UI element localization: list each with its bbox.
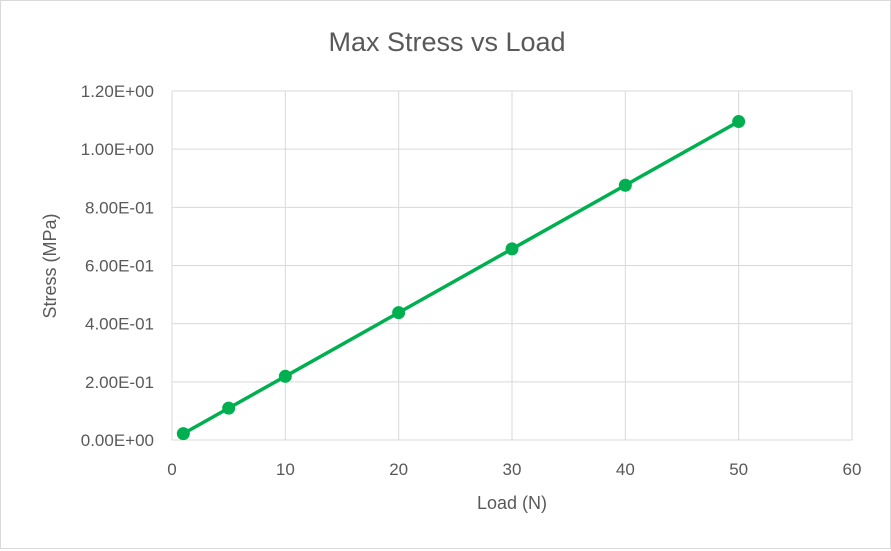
data-point bbox=[222, 401, 236, 415]
gridlines bbox=[171, 90, 853, 441]
x-tick-label: 60 bbox=[843, 460, 862, 479]
y-axis-ticks: 0.00E+00 2.00E-01 4.00E-01 6.00E-01 8.00E-01… bbox=[81, 82, 154, 450]
y-tick-label: 0.00E+00 bbox=[81, 431, 154, 450]
data-point bbox=[392, 306, 406, 320]
x-tick-label: 40 bbox=[616, 460, 635, 479]
data-point bbox=[618, 178, 632, 192]
x-axis-ticks: 0 10 20 30 40 50 60 bbox=[167, 460, 861, 479]
y-axis-title: Stress (MPa) bbox=[40, 213, 60, 318]
y-tick-label: 2.00E-01 bbox=[85, 373, 154, 392]
series-line-group bbox=[182, 120, 740, 436]
data-point bbox=[278, 369, 292, 383]
x-tick-label: 0 bbox=[167, 460, 176, 479]
data-point bbox=[505, 242, 519, 256]
chart-title: Max Stress vs Load bbox=[328, 27, 565, 57]
data-point bbox=[176, 427, 190, 441]
y-tick-label: 8.00E-01 bbox=[85, 198, 154, 217]
x-tick-label: 30 bbox=[503, 460, 522, 479]
x-tick-label: 20 bbox=[389, 460, 408, 479]
series-points bbox=[176, 115, 746, 441]
y-tick-label: 1.00E+00 bbox=[81, 140, 154, 159]
x-axis-title: Load (N) bbox=[477, 493, 547, 513]
series-line bbox=[182, 120, 740, 436]
y-tick-label: 6.00E-01 bbox=[85, 257, 154, 276]
x-tick-label: 50 bbox=[729, 460, 748, 479]
data-point bbox=[732, 115, 746, 129]
x-tick-label: 10 bbox=[276, 460, 295, 479]
y-tick-label: 4.00E-01 bbox=[85, 315, 154, 334]
y-tick-label: 1.20E+00 bbox=[81, 82, 154, 101]
